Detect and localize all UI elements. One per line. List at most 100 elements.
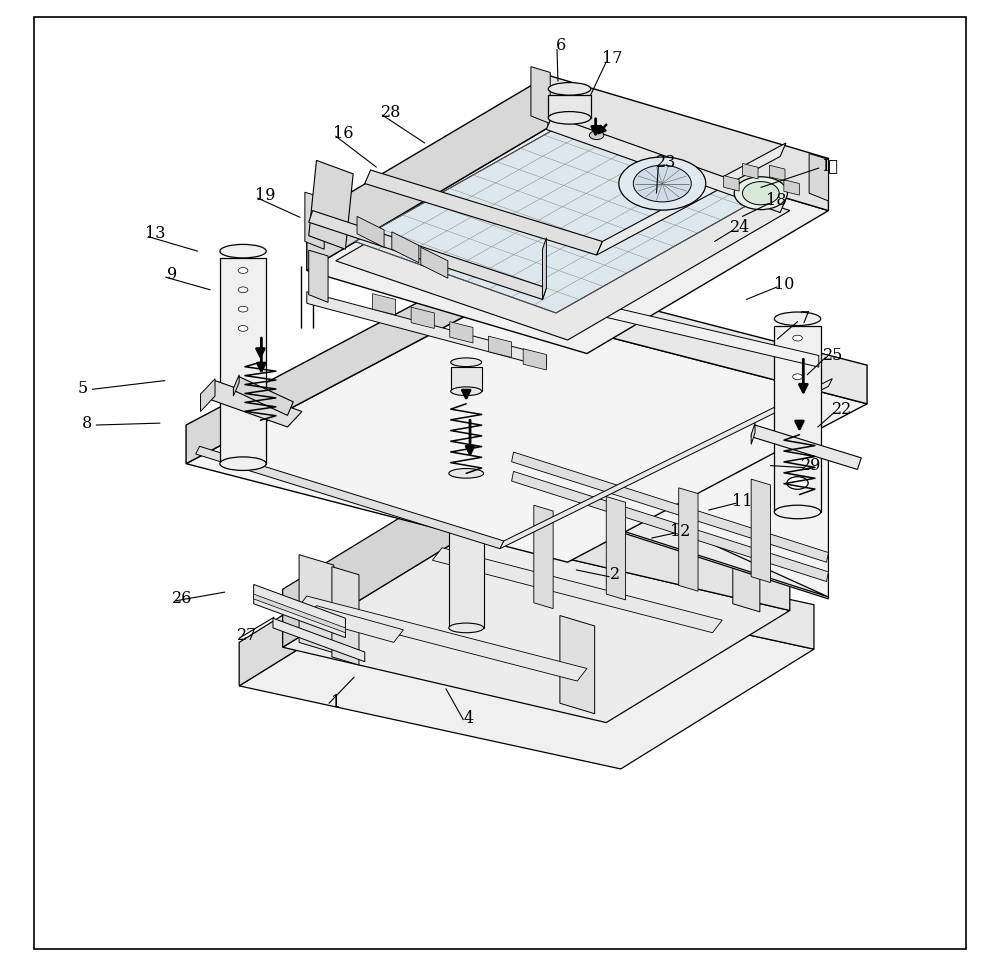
Polygon shape (220, 258, 266, 464)
Polygon shape (307, 128, 828, 354)
Polygon shape (307, 75, 548, 270)
Ellipse shape (220, 244, 266, 258)
Text: 6: 6 (556, 37, 566, 54)
Polygon shape (486, 267, 867, 404)
Text: 26: 26 (172, 590, 192, 608)
Polygon shape (751, 425, 861, 469)
Polygon shape (500, 379, 832, 549)
Text: 27: 27 (237, 627, 257, 644)
Polygon shape (751, 423, 755, 444)
Polygon shape (512, 471, 828, 582)
Polygon shape (466, 477, 790, 611)
Polygon shape (809, 154, 828, 201)
Polygon shape (299, 554, 334, 653)
Polygon shape (724, 176, 739, 191)
Polygon shape (451, 366, 482, 391)
Polygon shape (531, 67, 550, 124)
Ellipse shape (449, 469, 484, 478)
Text: 11: 11 (732, 493, 753, 510)
Polygon shape (784, 180, 799, 195)
Polygon shape (733, 553, 760, 611)
Text: 29: 29 (801, 457, 821, 474)
Ellipse shape (220, 457, 266, 470)
Polygon shape (357, 216, 384, 247)
Text: I处: I处 (822, 156, 838, 174)
Polygon shape (449, 478, 484, 628)
Polygon shape (186, 305, 867, 562)
Text: 19: 19 (255, 186, 276, 204)
Polygon shape (332, 567, 359, 665)
Polygon shape (307, 606, 403, 642)
Polygon shape (488, 336, 512, 357)
Text: 1: 1 (331, 694, 341, 711)
Ellipse shape (238, 306, 248, 312)
Text: 16: 16 (333, 125, 354, 142)
Ellipse shape (787, 477, 808, 489)
Ellipse shape (589, 131, 604, 140)
Polygon shape (510, 348, 828, 599)
Polygon shape (283, 535, 790, 723)
Ellipse shape (548, 112, 591, 125)
Polygon shape (297, 596, 587, 681)
Text: 18: 18 (766, 192, 787, 210)
Ellipse shape (449, 623, 484, 633)
Text: 24: 24 (729, 219, 750, 237)
Text: 10: 10 (774, 275, 794, 293)
Polygon shape (233, 375, 239, 396)
Text: 28: 28 (381, 103, 401, 121)
Ellipse shape (238, 268, 248, 273)
Polygon shape (534, 505, 553, 609)
Polygon shape (201, 379, 215, 412)
Polygon shape (548, 96, 591, 118)
Polygon shape (309, 211, 546, 299)
Text: 22: 22 (832, 401, 852, 418)
Polygon shape (309, 250, 328, 302)
Ellipse shape (451, 358, 482, 367)
Ellipse shape (734, 177, 787, 210)
Polygon shape (560, 615, 595, 714)
Polygon shape (273, 618, 365, 662)
Polygon shape (392, 232, 419, 263)
Text: 23: 23 (656, 154, 676, 171)
Polygon shape (309, 160, 353, 249)
Polygon shape (606, 497, 626, 600)
Polygon shape (233, 377, 293, 415)
Text: 25: 25 (823, 347, 843, 364)
Ellipse shape (633, 165, 691, 202)
Polygon shape (512, 452, 828, 562)
Polygon shape (254, 584, 345, 638)
Polygon shape (543, 238, 546, 299)
Polygon shape (432, 522, 814, 649)
Polygon shape (305, 192, 324, 249)
Text: 13: 13 (145, 225, 165, 242)
Text: 17: 17 (602, 50, 622, 68)
Polygon shape (523, 349, 546, 370)
Polygon shape (743, 163, 758, 179)
Polygon shape (307, 292, 546, 367)
Polygon shape (421, 247, 448, 278)
Ellipse shape (451, 387, 482, 396)
Polygon shape (548, 75, 828, 211)
Text: 8: 8 (81, 414, 92, 432)
Polygon shape (774, 326, 821, 512)
Text: 9: 9 (167, 266, 178, 283)
Ellipse shape (742, 182, 779, 205)
Ellipse shape (774, 312, 821, 326)
Polygon shape (751, 479, 770, 582)
Ellipse shape (548, 83, 591, 96)
Ellipse shape (793, 335, 802, 341)
Polygon shape (432, 548, 722, 633)
Polygon shape (186, 267, 486, 464)
Polygon shape (597, 143, 786, 255)
Polygon shape (355, 122, 769, 313)
Polygon shape (336, 131, 790, 340)
Polygon shape (546, 292, 819, 367)
Ellipse shape (619, 157, 706, 210)
Polygon shape (201, 381, 302, 427)
Text: 2: 2 (610, 566, 620, 583)
Ellipse shape (793, 355, 802, 360)
Polygon shape (546, 116, 786, 213)
Polygon shape (254, 594, 345, 633)
Ellipse shape (774, 505, 821, 519)
Polygon shape (283, 477, 466, 647)
